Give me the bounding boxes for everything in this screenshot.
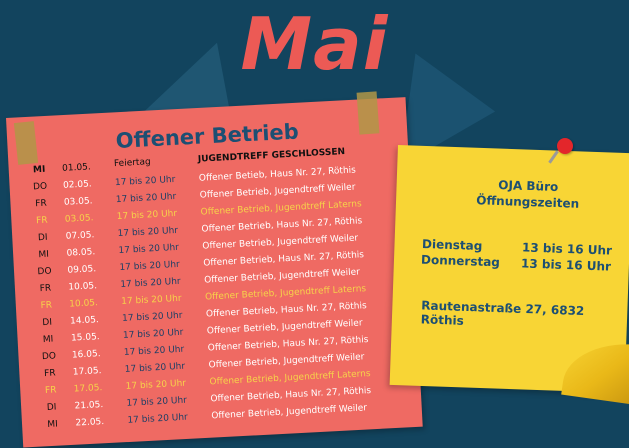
date-cell: 22.05. — [75, 417, 105, 429]
day-cell: FR — [43, 368, 56, 380]
time-cell: 17 bis 20 Uhr — [122, 327, 184, 341]
date-cell: 03.05. — [63, 196, 93, 208]
page-title: Mai — [240, 2, 389, 86]
day-cell: FR — [35, 198, 47, 210]
pushpin-icon — [557, 138, 573, 154]
day-cell: FR — [39, 283, 52, 295]
schedule-title: Offener Betrieb — [115, 119, 300, 153]
day-cell: MI — [32, 164, 46, 176]
date-cell: 07.05. — [65, 230, 95, 242]
day-cell: DO — [32, 181, 48, 193]
day-cell: DO — [37, 266, 52, 278]
time-cell: 17 bis 20 Uhr — [126, 395, 188, 409]
date-cell: 21.05. — [74, 400, 104, 412]
time-cell: 17 bis 20 Uhr — [121, 310, 183, 324]
time-cell: 17 bis 20 Uhr — [119, 259, 181, 273]
date-cell: 08.05. — [66, 247, 96, 259]
day-cell: FR — [44, 385, 57, 397]
time-cell: 17 bis 20 Uhr — [124, 361, 186, 375]
date-cell: 03.05. — [64, 213, 94, 225]
date-cell: 17.05. — [73, 383, 103, 395]
day-cell: MI — [47, 419, 59, 430]
time-cell: 17 bis 20 Uhr — [115, 191, 177, 206]
day-cell: FR — [35, 215, 48, 227]
tape-strip — [356, 91, 380, 135]
date-cell: 14.05. — [69, 315, 100, 327]
date-cell: 01.05. — [61, 162, 92, 174]
time-cell: 17 bis 20 Uhr — [114, 174, 176, 189]
time-cell: 17 bis 20 Uhr — [125, 378, 187, 392]
schedule: Offener Betrieb Feiertag JUGENDTREFF GES… — [20, 108, 415, 430]
day-cell: DI — [37, 232, 48, 244]
date-cell: 09.05. — [67, 264, 97, 276]
day-cell: MI — [42, 334, 54, 346]
office-title: OJA Büro Öffnungszeiten — [447, 175, 608, 213]
day-cell: FR — [40, 300, 53, 312]
office-day: Donnerstag — [420, 252, 501, 270]
time-cell: 17 bis 20 Uhr — [116, 208, 178, 223]
day-cell: MI — [38, 249, 50, 261]
date-cell: 15.05. — [70, 332, 100, 344]
tape-strip — [13, 121, 39, 165]
date-cell: 02.05. — [62, 179, 92, 191]
day-cell: DI — [42, 317, 53, 329]
time-cell: 17 bis 20 Uhr — [118, 242, 180, 257]
date-cell: 10.05. — [69, 298, 99, 310]
day-cell: DO — [41, 351, 57, 363]
date-cell: 10.05. — [68, 281, 98, 293]
time-cell: 17 bis 20 Uhr — [120, 276, 181, 290]
time-cell: 17 bis 20 Uhr — [127, 412, 189, 426]
date-cell: 16.05. — [71, 349, 101, 361]
time-cell: 17 bis 20 Uhr — [120, 293, 182, 307]
time-cell: 17 bis 20 Uhr — [117, 225, 179, 240]
time-cell: 17 bis 20 Uhr — [123, 344, 185, 358]
day-cell: DI — [46, 402, 57, 413]
office-day: Dienstag — [421, 236, 483, 254]
date-cell: 17.05. — [72, 366, 102, 378]
